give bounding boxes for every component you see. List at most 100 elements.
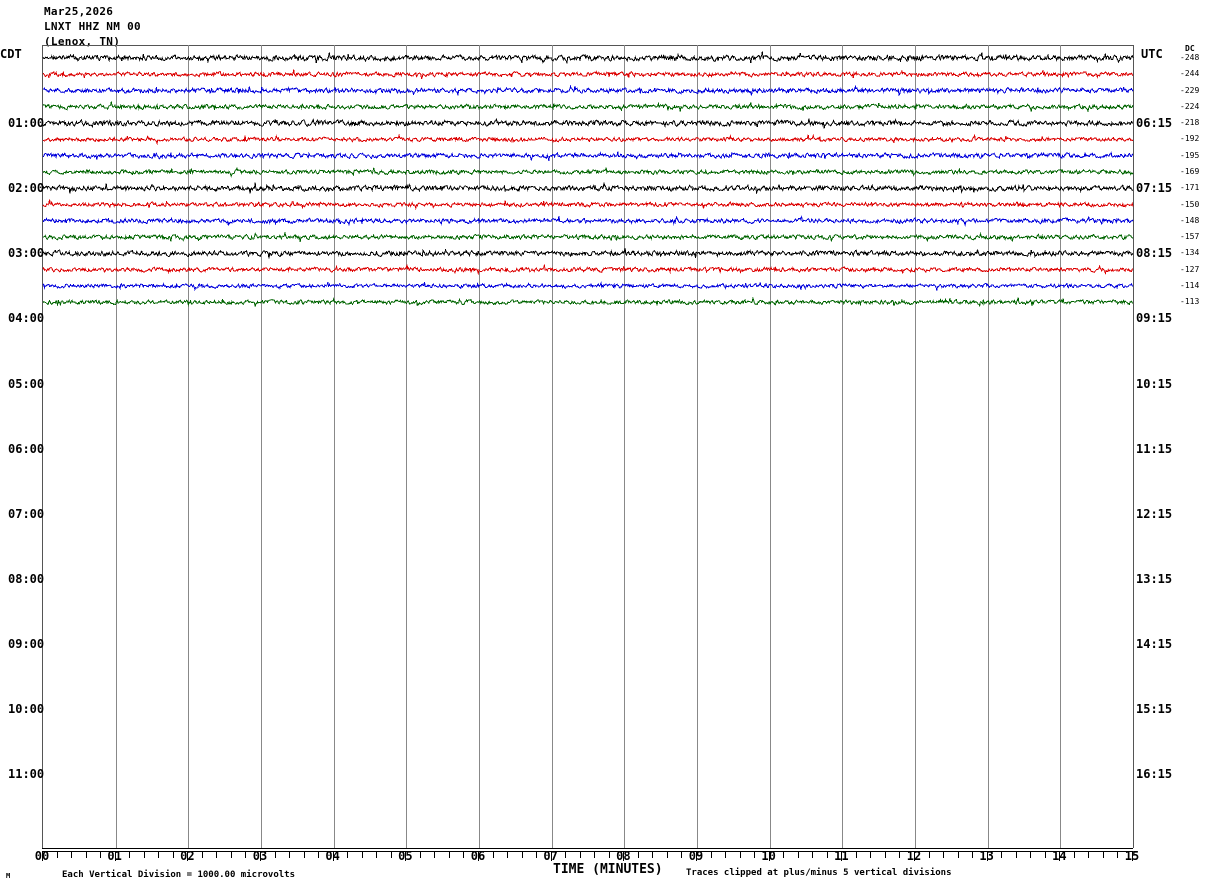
x-tick-minor — [725, 852, 727, 858]
x-tick-minor — [972, 852, 974, 858]
x-tick-minor — [928, 852, 930, 858]
x-tick-label-15: 15 — [1124, 849, 1140, 863]
header-channel: LNXT HHZ NM 00 — [44, 20, 141, 33]
x-tick-minor — [826, 852, 828, 858]
x-tick-minor — [579, 852, 581, 858]
trace-2-blue — [42, 84, 1134, 97]
gridline-minute-09 — [697, 45, 698, 848]
utc-timezone-label: UTC — [1141, 47, 1163, 61]
dc-value-14: -114 — [1180, 280, 1200, 290]
x-tick-label-09: 09 — [688, 849, 704, 863]
plot-bottom-border — [42, 848, 1133, 849]
x-tick-minor — [608, 852, 610, 858]
x-tick-label-07: 07 — [543, 849, 558, 863]
x-tick-minor — [812, 852, 814, 858]
x-tick-label-11: 11 — [834, 849, 849, 863]
x-tick-label-00: 00 — [34, 849, 50, 863]
x-tick-major-13 — [986, 852, 988, 861]
x-tick-minor — [536, 852, 538, 858]
x-tick-minor — [594, 852, 596, 858]
x-tick-label-12: 12 — [906, 849, 922, 863]
trace-6-blue — [42, 151, 1134, 161]
x-tick-label-03: 03 — [252, 849, 268, 863]
x-tick-minor — [85, 852, 87, 858]
local-time-label-0100: 01:00 — [8, 116, 45, 131]
scale-note: Each Vertical Division = 1000.00 microvo… — [62, 870, 295, 880]
trace-4-black — [42, 117, 1134, 129]
clipping-note: Traces clipped at plus/minus 5 vertical … — [686, 868, 952, 878]
gridline-minute-01 — [115, 45, 117, 848]
x-tick-minor — [666, 852, 668, 858]
x-tick-major-01 — [114, 852, 116, 861]
x-tick-minor — [419, 852, 421, 858]
x-tick-major-10 — [768, 852, 770, 861]
x-tick-label-04: 04 — [325, 849, 340, 863]
utc-time-label-0715: 07:15 — [1136, 181, 1173, 196]
dc-value-4: -218 — [1180, 118, 1200, 128]
gridline-minute-06 — [479, 45, 480, 848]
x-tick-minor — [56, 852, 58, 858]
gridline-minute-11 — [842, 45, 844, 848]
x-tick-minor — [1102, 852, 1104, 858]
x-tick-minor — [129, 852, 131, 858]
x-tick-major-14 — [1059, 852, 1061, 861]
trace-7-green — [42, 166, 1134, 178]
utc-time-label-0615: 06:15 — [1136, 116, 1173, 131]
utc-time-label-1615: 16:15 — [1136, 767, 1173, 782]
local-time-label-0500: 05:00 — [8, 376, 45, 391]
x-tick-major-04 — [332, 852, 334, 861]
x-axis-line — [42, 851, 1133, 852]
x-tick-minor — [347, 852, 349, 858]
helicorder-plot-area — [42, 45, 1134, 848]
dc-column-header: DC — [1185, 44, 1195, 53]
dc-value-13: -127 — [1180, 264, 1200, 274]
x-tick-minor — [230, 852, 232, 858]
dc-value-9: -150 — [1180, 199, 1200, 209]
x-tick-minor — [739, 852, 741, 858]
x-tick-minor — [1030, 852, 1032, 858]
x-tick-label-14: 14 — [1052, 849, 1067, 863]
x-tick-minor — [201, 852, 203, 858]
gridline-minute-05 — [406, 45, 408, 848]
x-tick-label-02: 02 — [180, 849, 195, 863]
dc-value-11: -157 — [1180, 232, 1200, 242]
x-tick-label-01: 01 — [107, 849, 122, 863]
trace-8-black — [42, 182, 1134, 195]
trace-5-red — [42, 133, 1134, 146]
dc-value-10: -148 — [1180, 215, 1200, 225]
x-tick-minor — [565, 852, 567, 858]
x-tick-major-02 — [187, 852, 189, 861]
gridline-minute-10 — [769, 45, 771, 848]
x-tick-minor — [855, 852, 857, 858]
trace-14-blue — [42, 281, 1134, 291]
x-tick-minor — [71, 852, 73, 858]
trace-10-blue — [42, 215, 1134, 227]
x-tick-minor — [245, 852, 247, 858]
x-tick-minor — [1117, 852, 1119, 858]
gridline-minute-12 — [915, 45, 916, 848]
utc-time-label-1515: 15:15 — [1136, 702, 1173, 717]
x-tick-minor — [943, 852, 945, 858]
x-tick-major-03 — [260, 852, 261, 861]
x-tick-major-06 — [478, 852, 479, 861]
local-time-label-1100: 11:00 — [8, 767, 45, 782]
trace-3-green — [42, 101, 1134, 113]
x-tick-minor — [361, 852, 363, 858]
x-tick-label-05: 05 — [398, 849, 413, 863]
x-tick-major-12 — [914, 852, 915, 861]
trace-12-black — [42, 248, 1134, 259]
x-tick-minor — [492, 852, 494, 858]
x-tick-minor — [448, 852, 450, 858]
x-tick-major-05 — [405, 852, 407, 861]
utc-time-label-1215: 12:15 — [1136, 506, 1173, 521]
x-tick-minor — [783, 852, 785, 858]
x-tick-minor — [289, 852, 291, 858]
dc-value-1: -244 — [1180, 69, 1200, 79]
trace-9-red — [42, 199, 1134, 211]
x-tick-major-15 — [1132, 852, 1133, 861]
gridline-minute-04 — [333, 45, 335, 848]
x-tick-label-10: 10 — [761, 849, 776, 863]
header-site: (Lenox, TN) — [44, 35, 121, 48]
x-tick-label-08: 08 — [616, 849, 631, 863]
